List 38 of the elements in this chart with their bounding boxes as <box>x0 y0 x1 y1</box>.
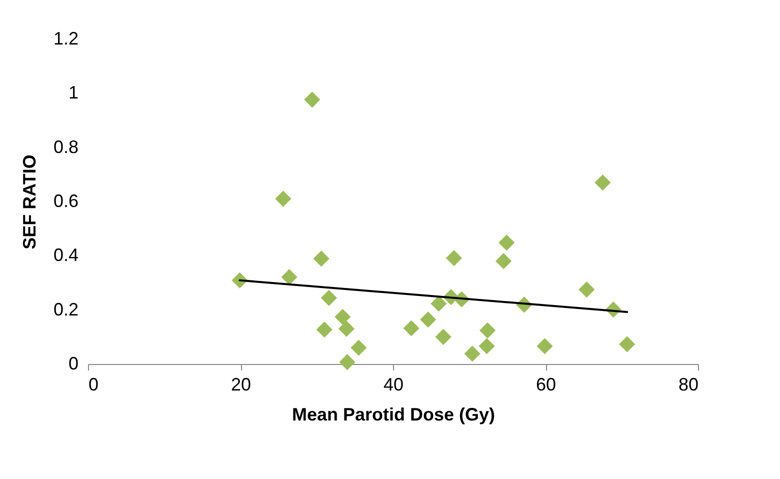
point <box>420 312 436 328</box>
point <box>281 269 298 286</box>
point <box>536 338 553 354</box>
x-tick-label: 60 <box>536 374 556 394</box>
point <box>496 253 512 270</box>
point <box>446 250 462 266</box>
point <box>334 308 351 325</box>
point <box>464 346 480 362</box>
point <box>498 234 515 251</box>
point <box>320 290 338 306</box>
point <box>430 296 447 312</box>
point <box>338 320 355 337</box>
y-tick-label: 0 <box>68 354 78 374</box>
point <box>619 336 636 352</box>
point <box>435 328 452 345</box>
point <box>403 320 420 336</box>
point <box>339 354 356 370</box>
x-tick-label: 20 <box>230 374 252 394</box>
y-tick-label: 0.8 <box>53 136 78 157</box>
x-axis-title: Mean Parotid Dose (Gy) <box>292 404 496 424</box>
y-axis-title: SEF RATIO <box>19 154 40 250</box>
point <box>275 190 292 207</box>
y-tick-label: 0.6 <box>53 191 78 211</box>
y-tick-label: 1.2 <box>53 28 78 48</box>
y-tick-label: 0.4 <box>53 245 78 266</box>
point <box>478 338 495 354</box>
point <box>594 174 611 191</box>
point <box>479 322 496 338</box>
point <box>304 92 320 108</box>
point <box>578 281 595 298</box>
x-tick-label: 80 <box>678 374 698 394</box>
point <box>313 250 330 267</box>
y-tick-label: 1 <box>68 82 78 103</box>
point <box>316 322 332 338</box>
y-tick-label: 0.2 <box>53 299 78 320</box>
x-tick-label: 40 <box>383 374 404 394</box>
point <box>350 340 367 356</box>
x-tick-label: 0 <box>88 374 99 394</box>
